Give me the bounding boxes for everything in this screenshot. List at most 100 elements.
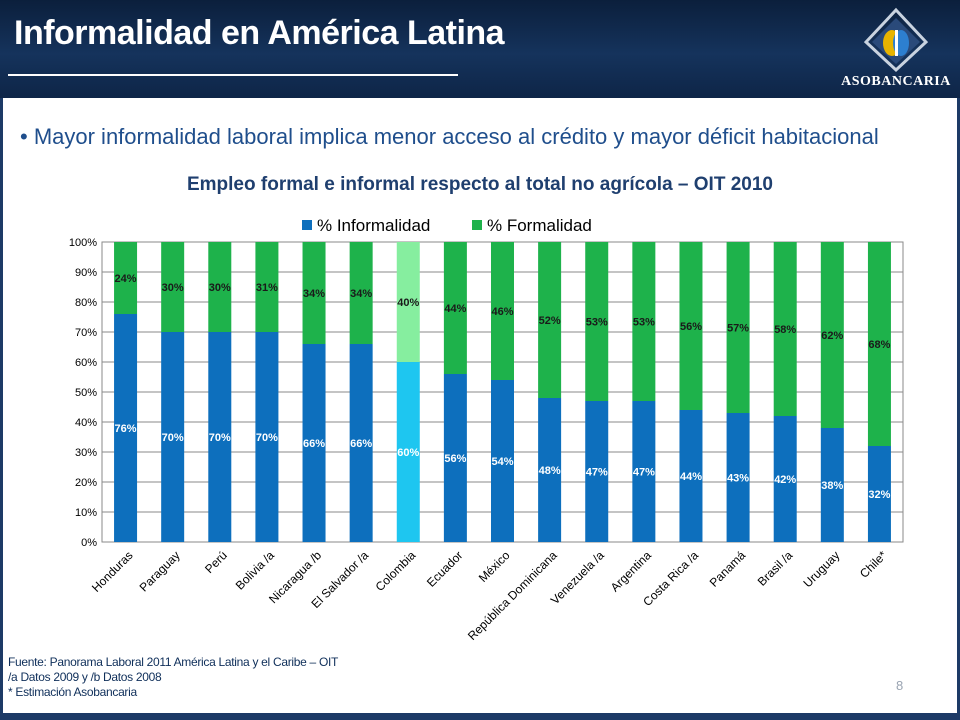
bar-formalidad bbox=[255, 242, 279, 332]
frame-bottom-border bbox=[0, 713, 960, 720]
legend-entry: % Informalidad bbox=[317, 216, 430, 235]
bar-informalidad bbox=[161, 332, 185, 542]
slide-title: Informalidad en América Latina bbox=[14, 14, 505, 52]
data-label-formalidad: 24% bbox=[115, 273, 137, 285]
bar-formalidad bbox=[161, 242, 185, 332]
x-category-label: Argentina bbox=[608, 548, 654, 594]
data-label-informalidad: 66% bbox=[303, 438, 325, 450]
asobancaria-logo: ASOBANCARIA bbox=[840, 6, 952, 94]
frame-right-border bbox=[957, 98, 960, 720]
y-tick-label: 90% bbox=[75, 267, 97, 279]
bar-informalidad bbox=[773, 416, 797, 542]
data-label-formalidad: 62% bbox=[821, 330, 843, 342]
x-category-label: Uruguay bbox=[800, 548, 842, 590]
y-tick-label: 20% bbox=[75, 477, 97, 489]
data-label-informalidad: 56% bbox=[444, 453, 466, 465]
bar-formalidad bbox=[396, 242, 420, 362]
data-label-informalidad: 76% bbox=[115, 423, 137, 435]
bar-formalidad bbox=[679, 242, 703, 410]
data-label-informalidad: 70% bbox=[209, 432, 231, 444]
bar-informalidad bbox=[679, 410, 703, 542]
chart-title: Empleo formal e informal respecto al tot… bbox=[186, 174, 773, 195]
x-category-label: Chile* bbox=[857, 548, 890, 581]
x-category-label: República Dominicana bbox=[465, 548, 560, 643]
data-label-informalidad: 48% bbox=[539, 465, 561, 477]
bar-formalidad bbox=[443, 242, 467, 374]
diamond-logo-icon bbox=[863, 7, 929, 73]
bar-informalidad bbox=[443, 374, 467, 542]
bar-informalidad bbox=[491, 380, 514, 542]
footnote-source: Fuente: Panorama Laboral 2011 América La… bbox=[8, 655, 339, 669]
legend-swatch bbox=[302, 220, 312, 230]
data-label-formalidad: 44% bbox=[444, 303, 466, 315]
bullet-point: • Mayor informalidad laboral implica men… bbox=[20, 124, 879, 149]
x-category-label: Ecuador bbox=[424, 548, 466, 590]
bar-formalidad bbox=[726, 242, 750, 413]
bar-informalidad bbox=[585, 401, 609, 542]
data-label-informalidad: 66% bbox=[350, 438, 372, 450]
data-label-formalidad: 46% bbox=[491, 306, 513, 318]
data-label-formalidad: 58% bbox=[774, 324, 796, 336]
bar-formalidad bbox=[114, 242, 138, 314]
legend-swatch bbox=[472, 220, 482, 230]
data-label-formalidad: 52% bbox=[539, 315, 561, 327]
data-label-formalidad: 40% bbox=[397, 297, 419, 309]
x-category-label: Honduras bbox=[89, 548, 136, 595]
data-label-formalidad: 34% bbox=[303, 288, 325, 300]
bar-informalidad bbox=[208, 332, 232, 542]
footnote-data-years: /a Datos 2009 y /b Datos 2008 bbox=[8, 670, 162, 684]
bar-formalidad bbox=[632, 242, 656, 401]
source-footnote: Fuente: Panorama Laboral 2011 América La… bbox=[8, 655, 338, 700]
data-label-informalidad: 60% bbox=[397, 447, 419, 459]
data-label-formalidad: 31% bbox=[256, 282, 278, 294]
bar-formalidad bbox=[302, 242, 326, 344]
x-category-label: Bolivia /a bbox=[233, 548, 278, 593]
data-label-formalidad: 68% bbox=[868, 339, 890, 351]
x-category-label: Brasil /a bbox=[755, 548, 796, 589]
bar-formalidad bbox=[585, 242, 609, 401]
bar-formalidad bbox=[820, 242, 844, 428]
bar-informalidad bbox=[302, 344, 326, 542]
data-label-formalidad: 53% bbox=[633, 317, 655, 329]
data-label-formalidad: 53% bbox=[586, 317, 608, 329]
data-label-formalidad: 57% bbox=[727, 323, 749, 335]
bar-informalidad bbox=[867, 446, 891, 542]
slide-header: Informalidad en América Latina ASOBANCAR… bbox=[0, 0, 960, 98]
x-category-label: Paraguay bbox=[137, 548, 183, 594]
logo-wordmark: ASOBANCARIA bbox=[841, 74, 951, 89]
page-number: 8 bbox=[896, 678, 904, 693]
bar-informalidad bbox=[114, 314, 138, 542]
x-category-label: México bbox=[476, 548, 513, 585]
bar-formalidad bbox=[538, 242, 562, 398]
bar-informalidad bbox=[255, 332, 279, 542]
bar-formalidad bbox=[773, 242, 797, 416]
data-label-formalidad: 30% bbox=[209, 282, 231, 294]
data-label-informalidad: 38% bbox=[821, 480, 843, 492]
x-category-label: Colombia bbox=[373, 548, 419, 594]
data-label-informalidad: 44% bbox=[680, 471, 702, 483]
bar-formalidad bbox=[208, 242, 232, 332]
y-tick-label: 10% bbox=[75, 507, 97, 519]
data-label-informalidad: 47% bbox=[633, 467, 655, 479]
bar-informalidad bbox=[349, 344, 373, 542]
y-tick-label: 100% bbox=[69, 237, 97, 249]
y-tick-label: 60% bbox=[75, 357, 97, 369]
data-label-informalidad: 54% bbox=[491, 456, 513, 468]
y-tick-label: 30% bbox=[75, 447, 97, 459]
bar-informalidad bbox=[396, 362, 420, 542]
data-label-formalidad: 34% bbox=[350, 288, 372, 300]
data-label-informalidad: 70% bbox=[256, 432, 278, 444]
frame-left-border bbox=[0, 98, 3, 720]
x-category-label: Perú bbox=[202, 548, 230, 576]
stacked-bar-chart: 0% 10% 20% 30% 40% 50% 60% 70% 80% 90% 100% 76% 24% H… bbox=[69, 216, 904, 643]
bar-formalidad bbox=[491, 242, 514, 380]
data-label-informalidad: 32% bbox=[868, 489, 890, 501]
data-label-informalidad: 47% bbox=[586, 467, 608, 479]
data-label-informalidad: 42% bbox=[774, 474, 796, 486]
y-tick-label: 80% bbox=[75, 297, 97, 309]
title-underline bbox=[8, 74, 458, 76]
y-tick-label: 0% bbox=[81, 537, 97, 549]
data-label-formalidad: 30% bbox=[162, 282, 184, 294]
data-label-formalidad: 56% bbox=[680, 321, 702, 333]
bar-informalidad bbox=[632, 401, 656, 542]
